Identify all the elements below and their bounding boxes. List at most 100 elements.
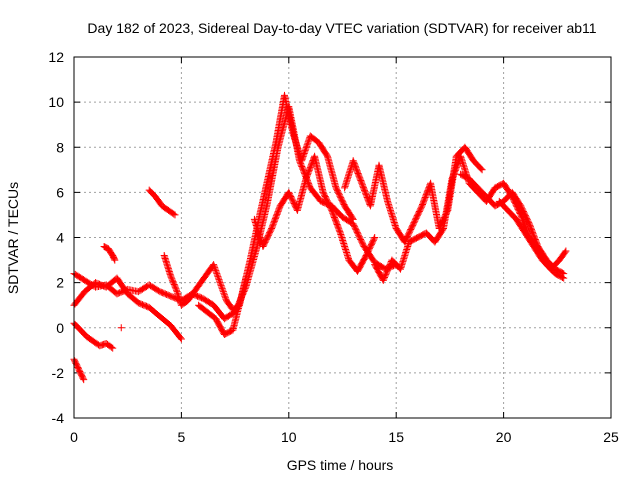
data-point <box>306 184 324 204</box>
data-point <box>409 203 425 228</box>
data-point <box>474 184 489 200</box>
data-point <box>298 133 314 165</box>
data-point <box>354 253 369 275</box>
data-point <box>210 301 227 321</box>
data-point <box>328 206 344 236</box>
x-tick-label: 25 <box>603 429 619 445</box>
data-point <box>160 252 174 278</box>
data-point <box>259 226 275 250</box>
data-point <box>341 202 357 223</box>
data-point <box>210 261 223 285</box>
data-point <box>109 252 119 264</box>
data-point <box>513 215 528 236</box>
y-tick-label: 0 <box>56 320 64 336</box>
data-point <box>117 324 125 332</box>
data-point <box>534 243 550 263</box>
series-track-i <box>250 152 379 275</box>
data-point <box>431 226 447 246</box>
series-track-h <box>195 91 357 338</box>
data-point <box>375 161 391 204</box>
data-point <box>156 313 173 328</box>
data-point <box>457 170 472 182</box>
data-point <box>427 179 443 231</box>
series-track-m <box>495 197 570 273</box>
data-point <box>349 220 367 249</box>
data-point <box>339 213 356 227</box>
data-point <box>73 362 84 375</box>
data-point <box>547 257 562 273</box>
data-point <box>197 271 210 287</box>
y-tick-label: -2 <box>52 365 65 381</box>
series-track-e <box>100 243 119 264</box>
data-point <box>113 274 131 297</box>
data-point <box>525 220 541 249</box>
series-track-f <box>145 186 179 219</box>
data-point <box>470 157 486 174</box>
data-point <box>145 186 159 200</box>
data-point <box>190 280 204 296</box>
series-track-k <box>371 152 568 284</box>
data-point <box>405 234 420 246</box>
data-point <box>156 288 173 300</box>
y-tick-label: 10 <box>48 94 64 110</box>
data-points <box>70 91 570 384</box>
data-point <box>504 206 519 222</box>
data-point <box>255 179 271 223</box>
y-tick-label: 4 <box>56 230 64 246</box>
series-track-l <box>457 170 568 278</box>
data-point <box>397 240 413 273</box>
data-point <box>83 333 96 344</box>
data-point <box>551 270 568 282</box>
data-point <box>319 188 335 213</box>
data-point <box>379 258 395 284</box>
data-point <box>293 176 310 214</box>
series-track-c <box>70 319 117 352</box>
x-tick-label: 0 <box>70 429 78 445</box>
data-point <box>508 188 524 209</box>
data-point <box>268 203 284 232</box>
data-point <box>465 175 481 191</box>
data-point <box>336 229 352 263</box>
data-point <box>195 301 210 315</box>
data-point <box>145 281 163 295</box>
data-point <box>465 179 481 195</box>
data-point <box>324 152 340 190</box>
data-point <box>158 202 171 213</box>
data-point <box>102 340 117 352</box>
data-point <box>167 272 180 294</box>
x-tick-label: 20 <box>496 429 512 445</box>
data-point <box>152 193 165 209</box>
data-point <box>229 294 245 334</box>
data-point <box>521 229 537 249</box>
data-point <box>311 152 327 195</box>
data-point <box>306 132 322 146</box>
data-point <box>100 243 111 252</box>
data-point <box>165 206 179 219</box>
x-tick-label: 15 <box>388 429 404 445</box>
y-tick-label: 12 <box>48 49 64 65</box>
axis-ticks: 0 5 10 15 20 25 -4 -2 0 2 4 6 8 10 12 <box>48 49 619 445</box>
series-track-j <box>341 143 486 246</box>
data-point <box>220 327 236 338</box>
data-point <box>517 202 533 227</box>
y-axis-label: SDTVAR / TECUs <box>5 182 21 294</box>
data-point <box>76 326 90 340</box>
plot-frame <box>73 56 612 419</box>
data-point <box>184 289 197 305</box>
data-point <box>384 197 400 231</box>
data-point <box>124 290 141 306</box>
data-point <box>145 303 163 319</box>
data-point <box>167 322 185 343</box>
x-tick-label: 10 <box>281 429 297 445</box>
data-point <box>362 234 379 259</box>
data-point <box>212 315 228 337</box>
data-point <box>440 176 456 232</box>
y-tick-label: 8 <box>56 139 64 155</box>
data-point <box>401 221 417 246</box>
data-point <box>76 369 88 384</box>
data-point <box>332 184 348 208</box>
series-track-b <box>70 274 185 343</box>
y-tick-label: -4 <box>52 410 65 426</box>
x-tick-label: 5 <box>178 429 186 445</box>
